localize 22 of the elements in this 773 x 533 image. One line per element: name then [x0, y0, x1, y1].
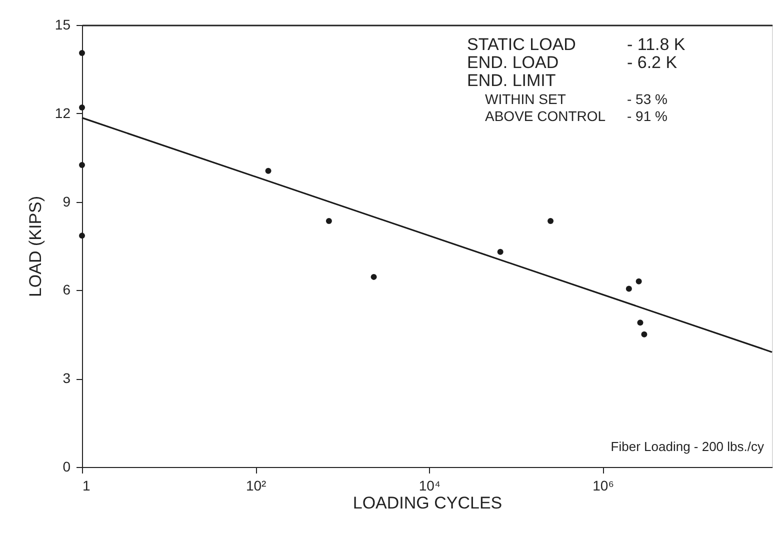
x-tick-label: 10² [246, 478, 267, 494]
y-tick-label: 0 [62, 458, 71, 474]
annotation: WITHIN SET [485, 91, 566, 107]
y-tick-label: 12 [54, 104, 71, 121]
x-tick-label: 10⁴ [418, 478, 440, 494]
y-axis-title: LOAD (KIPS) [26, 196, 45, 298]
y-tick-label: 9 [62, 193, 71, 210]
annotation: - 11.8 K [627, 35, 686, 54]
annotation: - 53 % [627, 91, 668, 107]
annotation: STATIC LOAD [467, 35, 576, 54]
x-tick-label: 1 [82, 478, 90, 494]
annotation: - 91 % [627, 108, 668, 124]
annotation: - 6.2 K [627, 53, 678, 72]
x-axis-title: LOADING CYCLES [352, 494, 502, 512]
y-tick-label: 6 [62, 282, 71, 298]
annotation: ABOVE CONTROL [485, 108, 606, 124]
annotation: END. LOAD [467, 53, 559, 72]
annotation: END. LIMIT [467, 71, 556, 90]
y-tick-label: 3 [62, 370, 71, 386]
annotation: Fiber Loading - 200 lbs./cy [610, 439, 764, 454]
y-tick-label: 15 [54, 16, 71, 32]
x-tick-label: 10⁶ [592, 478, 614, 494]
